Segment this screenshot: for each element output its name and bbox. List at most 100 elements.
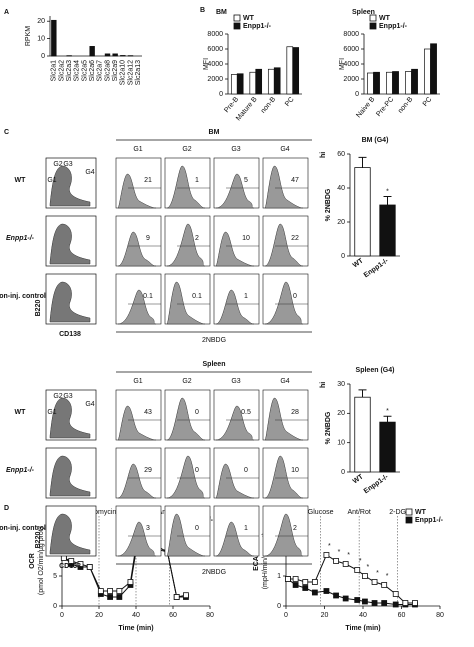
y-axis-label-2: (mpH/min/µg prot)	[262, 533, 269, 590]
gate-label: G2	[182, 146, 191, 153]
y-axis-label: RPKM	[25, 26, 32, 46]
point	[302, 579, 309, 585]
legend-swatch	[369, 14, 377, 22]
y-tick-label: 1	[277, 573, 281, 580]
point	[292, 576, 299, 582]
legend-label: Enpp1-/-	[379, 23, 408, 30]
y-axis-label-sup: hi	[320, 382, 327, 388]
histogram-fill	[264, 223, 304, 267]
bar	[379, 421, 396, 473]
gate-label: G3	[231, 378, 240, 385]
row-label: Non-inj. control	[0, 525, 46, 532]
gate-percent: 1	[195, 177, 199, 184]
bar	[386, 71, 393, 95]
histogram-fill	[117, 463, 157, 499]
significance: *	[386, 573, 389, 580]
bar	[112, 53, 118, 57]
row-label: WT	[15, 409, 27, 416]
point	[107, 588, 113, 594]
y-tick-label: 0	[277, 603, 281, 610]
significance: *	[347, 552, 350, 559]
y-axis-label: MFI	[339, 58, 346, 70]
section-title: Spleen	[203, 361, 226, 368]
point	[285, 576, 291, 582]
error-bar	[383, 196, 392, 205]
legend-swatch	[233, 22, 241, 30]
chart-title: BM (G4)	[362, 137, 389, 144]
gate-percent: 0	[195, 409, 199, 416]
point	[68, 558, 75, 564]
histogram-fill	[264, 281, 304, 325]
gate-label: G1	[133, 378, 142, 385]
dot-cloud	[49, 397, 91, 439]
point	[302, 585, 309, 591]
gate-label: G4	[280, 378, 289, 385]
x-tick-label: 80	[206, 612, 214, 619]
significance: *	[367, 564, 370, 571]
point	[354, 597, 361, 603]
y-tick-label: 0	[41, 53, 45, 60]
bar	[354, 396, 371, 473]
histogram-x-label: 2NBDG	[202, 337, 226, 344]
gate-percent: 28	[291, 409, 299, 416]
panel-letter: D	[4, 505, 9, 512]
point	[333, 558, 339, 564]
y-tick-label: 0	[341, 253, 345, 260]
gate-tag: G3	[63, 161, 72, 168]
bar	[255, 68, 263, 95]
y-tick-label: 20	[337, 219, 345, 226]
y-axis-label-2: (pmol O2/min/µg prot)	[38, 527, 45, 595]
point	[362, 573, 368, 579]
point	[412, 600, 418, 606]
gate-percent: 0	[195, 525, 199, 532]
gate-percent: 2	[293, 525, 297, 532]
gate-percent: 0	[195, 467, 199, 474]
x-tick-label: 40	[359, 612, 367, 619]
gate-percent: 0	[244, 467, 248, 474]
point	[173, 594, 180, 600]
dot-cloud	[49, 513, 91, 555]
gate-label: G1	[133, 146, 142, 153]
point	[311, 589, 318, 596]
dot-y-label: B220	[35, 300, 42, 317]
bar	[89, 46, 95, 57]
histogram-fill	[215, 463, 255, 499]
bar	[405, 71, 412, 95]
x-axis-label: Time (min)	[345, 625, 380, 632]
bar	[292, 47, 300, 95]
histogram-fill	[215, 521, 255, 557]
x-tick-label: WT	[352, 473, 366, 485]
gate-tag: G4	[85, 401, 94, 408]
point	[392, 601, 399, 608]
x-tick-label: Slc2a9	[112, 60, 119, 82]
x-tick-label: Slc2a1	[51, 60, 58, 82]
y-tick-label: 60	[337, 151, 345, 158]
point	[371, 579, 378, 585]
bar	[249, 71, 257, 95]
point	[354, 567, 361, 573]
row-label: Non-inj. control	[0, 293, 46, 300]
legend-label: Enpp1-/-	[243, 23, 272, 30]
gate-percent: 1	[244, 293, 248, 300]
histogram-fill	[264, 513, 304, 557]
bar	[367, 72, 374, 95]
y-tick-label: 0	[355, 91, 359, 98]
dot-y-label: B220	[35, 532, 42, 549]
x-tick-label: WT	[352, 257, 366, 269]
panel-letter: A	[4, 9, 9, 16]
y-tick-label: 0	[219, 91, 223, 98]
panel-letter: C	[4, 129, 9, 136]
point	[323, 552, 330, 558]
x-tick-label: Slc2a6	[89, 60, 96, 82]
y-tick-label: 20	[337, 410, 345, 417]
histogram-fill	[117, 521, 157, 557]
gate-tag: G2	[53, 393, 62, 400]
x-tick-label: PC	[284, 96, 296, 108]
gate-percent: 3	[146, 525, 150, 532]
bar	[120, 55, 126, 57]
y-tick-label: 2000	[207, 76, 223, 83]
significance: *	[338, 549, 341, 556]
point	[311, 579, 318, 585]
chart-title: Spleen	[352, 9, 375, 16]
